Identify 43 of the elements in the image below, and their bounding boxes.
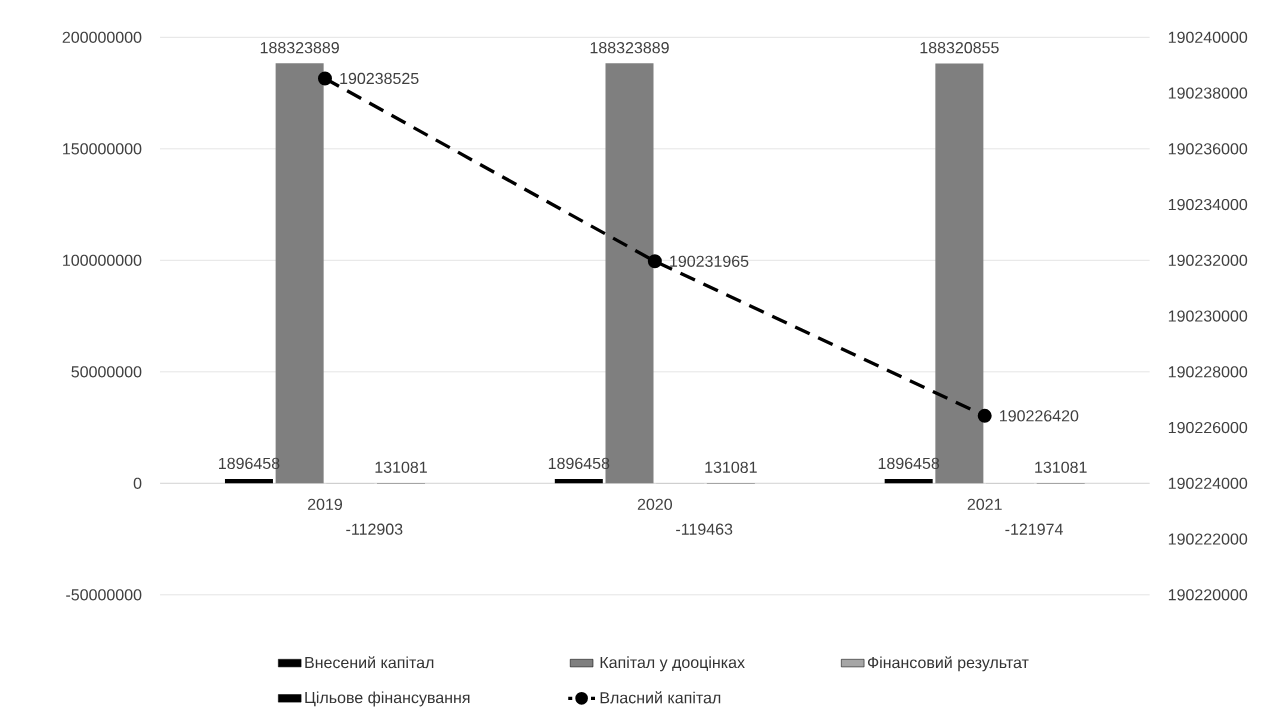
- point: [317, 71, 332, 86]
- point: [647, 254, 662, 269]
- y2-tick-label: 190224000: [1168, 477, 1248, 489]
- data-label: 188323889: [260, 41, 339, 54]
- y2-tick-label: 190232000: [1168, 254, 1248, 266]
- y-tick-label: 200000000: [62, 31, 142, 43]
- legend-label: Фінансовий результат: [867, 656, 1029, 672]
- y2-tick-label: 190236000: [1168, 143, 1248, 155]
- y2-tick-label: 190230000: [1168, 310, 1248, 322]
- x-tick-label: 2021: [967, 498, 1002, 510]
- data-label: 190226420: [1000, 410, 1079, 422]
- data-label: 131081: [705, 461, 757, 473]
- data-label: 190238525: [340, 72, 419, 85]
- y2-tick-label: 190234000: [1168, 198, 1248, 211]
- bar: [884, 479, 933, 484]
- data-label: -119463: [676, 523, 733, 535]
- y-tick-label: 0: [133, 477, 142, 489]
- y2-tick-label: 190220000: [1168, 589, 1248, 601]
- legend-label: Цільове фінансування: [305, 691, 470, 707]
- data-label: -112903: [346, 523, 403, 535]
- data-label: 131081: [375, 461, 427, 473]
- data-label: 188323889: [590, 41, 669, 54]
- y2-tick-label: 190228000: [1168, 366, 1248, 378]
- y-tick-label: 100000000: [63, 254, 142, 266]
- x-tick-label: 2019: [307, 498, 343, 510]
- data-label: 131081: [1035, 461, 1087, 473]
- point: [977, 408, 992, 423]
- y-tick-label: 50000000: [71, 366, 142, 378]
- bar: [224, 479, 273, 484]
- data-label: 188320855: [920, 41, 999, 54]
- y2-tick-label: 190226000: [1168, 421, 1248, 434]
- x-tick-label: 2020: [637, 498, 673, 510]
- y2-tick-label: 190238000: [1168, 87, 1248, 99]
- y-tick-label: -50000000: [66, 589, 142, 601]
- bar: [554, 479, 603, 484]
- data-label: -121974: [1005, 523, 1063, 535]
- y2-tick-label: 190222000: [1168, 533, 1248, 545]
- legend-label: Капітал у дооцінках: [600, 656, 745, 672]
- legend-label: Власний капітал: [600, 691, 721, 704]
- y-tick-label: 150000000: [63, 143, 142, 155]
- legend-label: Внесений капітал: [305, 656, 434, 669]
- data-label: 190231965: [670, 255, 749, 267]
- y2-tick-label: 190240000: [1168, 31, 1248, 43]
